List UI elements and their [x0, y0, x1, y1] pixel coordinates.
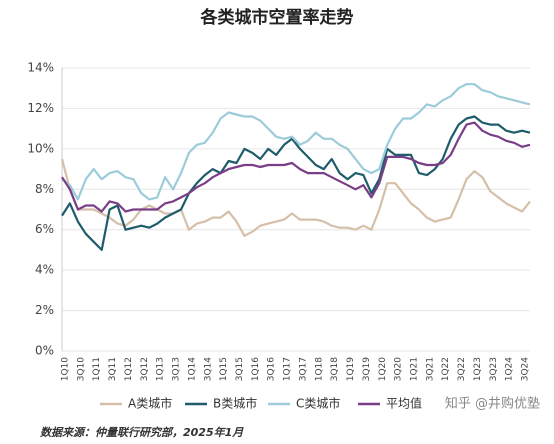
y-tick-label: 4% [35, 263, 54, 277]
x-tick-label: 3Q21 [425, 357, 435, 381]
x-tick-label: 3Q18 [330, 357, 340, 382]
x-tick-label: 1Q18 [314, 357, 324, 382]
series-line [61, 115, 531, 251]
x-tick-label: 1Q13 [156, 357, 166, 381]
x-tick-label: 3Q17 [298, 357, 308, 381]
x-tick-label: 3Q12 [140, 357, 150, 381]
watermark: 知乎 @井购优塾 [445, 396, 540, 412]
legend-label: A类城市 [128, 396, 172, 411]
x-tick-label: 1Q17 [283, 357, 293, 381]
y-tick-label: 2% [35, 303, 54, 317]
x-tick-label: 1Q20 [378, 357, 388, 382]
x-tick-label: 1Q21 [410, 357, 420, 381]
y-tick-label: 12% [27, 101, 54, 115]
x-tick-label: 1Q15 [219, 357, 229, 381]
x-tick-label: 3Q19 [362, 357, 372, 382]
x-tick-label: 3Q16 [267, 357, 277, 382]
x-tick-label: 1Q10 [61, 357, 71, 382]
x-tick-label: 3Q22 [457, 357, 467, 381]
x-tick-label: 3Q15 [235, 357, 245, 381]
x-tick-label: 1Q22 [441, 357, 451, 381]
x-tick-label: 3Q24 [521, 357, 531, 382]
y-tick-label: 6% [35, 222, 54, 236]
x-tick-label: 3Q11 [108, 357, 118, 381]
legend-label: 平均值 [386, 396, 422, 411]
x-tick-label: 1Q23 [473, 357, 483, 381]
y-tick-label: 10% [27, 141, 54, 155]
x-tick-label: 1Q12 [124, 357, 134, 381]
legend-label: C类城市 [296, 396, 340, 411]
x-tick-label: 3Q13 [172, 357, 182, 381]
y-tick-label: 0% [35, 344, 54, 358]
y-tick-label: 8% [35, 182, 54, 196]
x-tick-label: 3Q23 [489, 357, 499, 381]
x-tick-label: 3Q10 [76, 357, 86, 382]
y-tick-label: 14% [27, 61, 54, 75]
source-note: 数据来源：仲量联行研究部，2025年1月 [40, 426, 244, 439]
chart-title: 各类城市空置率走势 [200, 7, 354, 28]
x-tick-label: 1Q19 [346, 357, 356, 382]
series-line [61, 121, 531, 213]
x-tick-label: 1Q24 [505, 357, 515, 382]
x-tick-label: 1Q16 [251, 357, 261, 382]
series-line [60, 158, 531, 237]
x-tick-label: 3Q20 [394, 357, 404, 382]
series-line [61, 83, 531, 201]
legend-label: B类城市 [213, 396, 257, 411]
x-tick-label: 1Q14 [187, 357, 197, 382]
x-tick-label: 3Q14 [203, 357, 213, 382]
x-tick-label: 1Q11 [92, 357, 102, 381]
